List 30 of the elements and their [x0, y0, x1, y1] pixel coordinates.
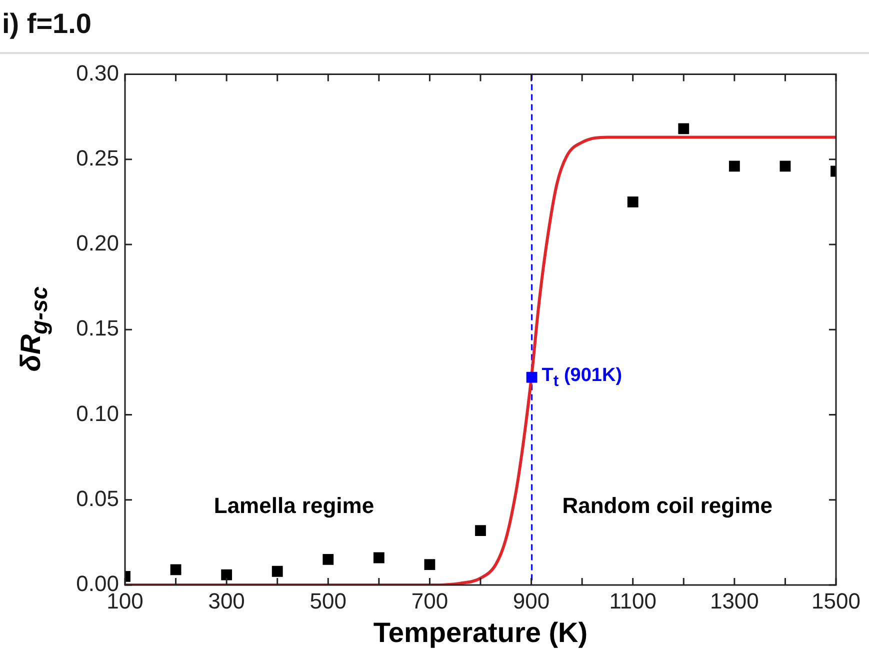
point: [627, 196, 638, 208]
point: [475, 525, 486, 536]
y-tick-label: 0.20: [76, 230, 119, 256]
x-tick-label: 500: [310, 588, 346, 614]
x-tick-label: 700: [411, 588, 448, 614]
point: [728, 160, 740, 172]
annotation: Lamella regime: [214, 492, 374, 519]
x-tick-label: 1100: [609, 588, 657, 614]
y-tick-label: 0.10: [76, 400, 119, 426]
chart-title: i) f=1.0: [2, 8, 92, 40]
annotation: T$_{t}$ (901K): [542, 365, 622, 392]
y-tick-label: 0.25: [76, 145, 119, 170]
point: [373, 552, 384, 564]
x-tick-label: 900: [512, 588, 550, 614]
point: [678, 123, 690, 134]
x-tick-label: 1300: [710, 588, 759, 614]
y-tick-label: 0.15: [76, 316, 119, 341]
point: [322, 554, 334, 565]
point: [170, 564, 182, 576]
annotation: Random coil regime: [562, 492, 773, 519]
y-tick-label: 0.05: [76, 486, 119, 511]
point: [424, 559, 436, 570]
x-tick-label: 300: [208, 588, 245, 614]
x-tick-label: 1500: [812, 588, 860, 614]
point: [272, 566, 283, 577]
point: [526, 372, 538, 383]
point: [780, 160, 791, 172]
point: [221, 569, 232, 580]
y-tick-label: 0.30: [76, 60, 119, 86]
x-axis-title: Temperature (K): [372, 617, 589, 649]
